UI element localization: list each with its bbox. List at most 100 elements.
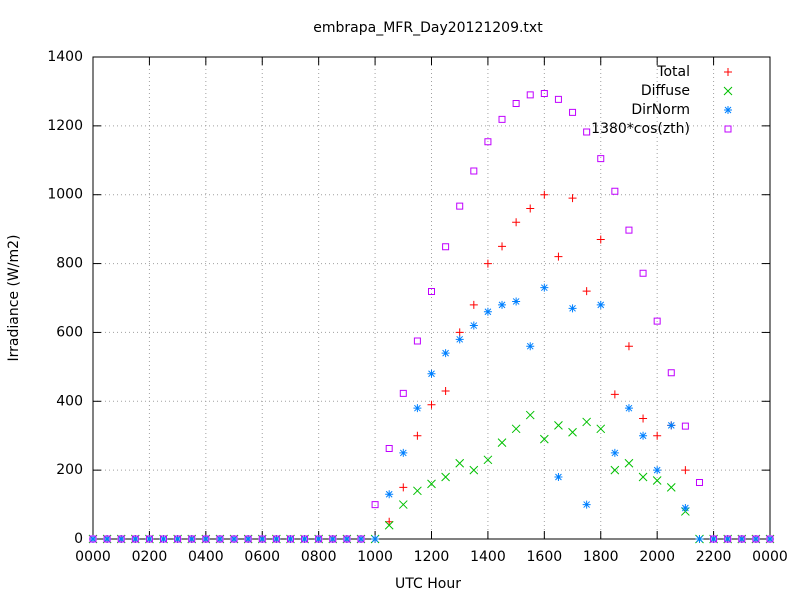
point <box>752 535 760 543</box>
point <box>315 535 323 543</box>
point <box>498 115 506 123</box>
point <box>568 304 577 313</box>
point <box>384 520 394 530</box>
point <box>766 535 774 543</box>
point <box>625 226 633 234</box>
point <box>681 504 690 513</box>
point <box>117 535 126 543</box>
point <box>624 404 633 413</box>
point <box>638 472 648 482</box>
x-tick-label: 0800 <box>301 549 337 565</box>
point <box>442 243 450 251</box>
point <box>160 535 168 543</box>
point <box>244 535 253 543</box>
point <box>511 424 521 434</box>
x-tick-label: 0400 <box>188 549 224 565</box>
point <box>385 490 394 499</box>
point <box>174 535 182 543</box>
point <box>342 535 351 543</box>
point <box>512 218 521 227</box>
point <box>737 535 746 543</box>
point <box>512 99 520 107</box>
point <box>610 390 619 399</box>
point <box>695 535 704 543</box>
point <box>455 335 464 344</box>
point <box>215 535 224 543</box>
point <box>498 300 507 309</box>
legend-marker <box>723 86 733 96</box>
point <box>286 535 295 543</box>
point <box>470 167 478 175</box>
legend-label: Diffuse <box>641 83 690 99</box>
legend-label: DirNorm <box>631 102 690 118</box>
point <box>301 535 309 543</box>
point <box>653 317 661 325</box>
point <box>624 342 633 351</box>
point <box>441 386 450 395</box>
point <box>343 535 351 543</box>
point <box>540 190 549 199</box>
point <box>428 287 435 295</box>
point <box>681 466 690 475</box>
point <box>89 535 97 543</box>
point <box>159 535 168 543</box>
point <box>497 438 507 447</box>
point <box>131 535 139 543</box>
point <box>469 300 478 309</box>
x-tick-label: 1000 <box>357 549 393 565</box>
point <box>667 421 676 430</box>
point <box>610 465 620 475</box>
point <box>357 535 365 543</box>
point <box>356 535 365 543</box>
point <box>230 535 239 543</box>
y-axis-label: Irradiance (W/m2) <box>6 235 22 362</box>
point <box>568 427 577 437</box>
point <box>512 297 521 306</box>
point <box>596 424 606 434</box>
point <box>329 535 337 543</box>
legend-marker <box>724 125 732 133</box>
point <box>484 138 492 146</box>
point <box>554 473 563 482</box>
y-tick-label: 0 <box>74 531 83 547</box>
y-tick-label: 800 <box>56 256 83 272</box>
point <box>483 259 492 268</box>
point <box>483 307 492 316</box>
point <box>540 283 549 292</box>
x-tick-label: 0000 <box>75 549 111 565</box>
y-tick-label: 1400 <box>47 49 83 65</box>
point <box>751 535 760 543</box>
point <box>258 535 266 543</box>
point <box>653 431 662 440</box>
y-tick-label: 1000 <box>47 187 83 203</box>
point <box>610 448 619 457</box>
y-tick-label: 400 <box>56 393 83 409</box>
point <box>441 472 450 482</box>
point <box>188 535 196 543</box>
point <box>413 431 422 440</box>
point <box>568 194 577 203</box>
point <box>173 535 182 543</box>
point <box>413 404 422 413</box>
point <box>582 287 591 296</box>
point <box>427 479 436 489</box>
point <box>582 417 591 427</box>
point <box>526 91 534 99</box>
point <box>427 369 436 378</box>
point <box>385 517 394 526</box>
x-tick-label: 2200 <box>696 549 732 565</box>
point <box>272 535 280 543</box>
plot-border <box>92 56 771 540</box>
point <box>624 458 634 468</box>
point <box>554 252 563 261</box>
point <box>399 448 408 457</box>
legend-label: 1380*cos(zth) <box>591 121 690 137</box>
point <box>258 535 267 543</box>
point <box>300 535 309 543</box>
point <box>230 535 238 543</box>
point <box>583 128 591 136</box>
point <box>526 204 535 213</box>
point <box>145 535 153 543</box>
